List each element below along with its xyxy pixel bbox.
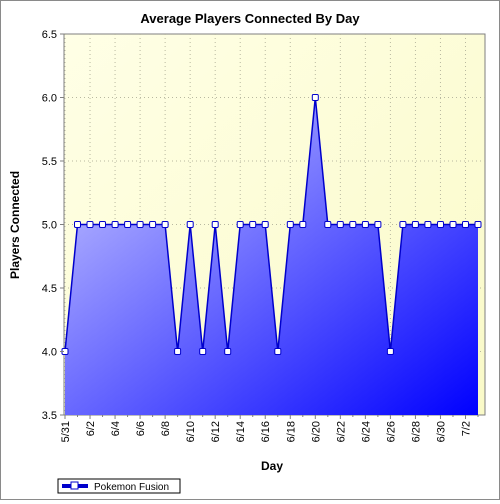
data-point [462, 221, 469, 228]
legend-label: Pokemon Fusion [94, 482, 169, 493]
x-tick-label: 6/18 [285, 421, 297, 442]
x-tick-label: 6/28 [410, 421, 422, 442]
y-tick-label: 5.0 [42, 220, 57, 232]
y-tick-label: 4.5 [42, 283, 57, 295]
x-tick-label: 6/16 [260, 421, 272, 442]
data-point [224, 348, 232, 355]
x-axis: 5/31 6/2 6/4 6/6 6/8 6/10 6/12 6/14 6/16 6/18 6/20… [60, 415, 479, 442]
data-point [399, 221, 407, 228]
y-tick-label: 3.5 [42, 410, 57, 422]
data-point [74, 221, 81, 228]
x-tick-label: 6/12 [210, 421, 222, 442]
legend-marker-icon [70, 481, 79, 490]
data-point [424, 221, 432, 228]
y-tick-label: 4.0 [42, 347, 57, 359]
series-line [64, 97, 478, 352]
data-point [474, 221, 482, 228]
x-tick-label: 6/14 [235, 421, 247, 442]
data-point [136, 221, 144, 228]
data-point [99, 221, 106, 228]
data-point [249, 221, 257, 228]
data-point [111, 221, 119, 228]
x-tick-label: 6/26 [385, 421, 397, 442]
data-point [349, 221, 357, 228]
x-tick-label: 6/24 [360, 421, 372, 442]
data-point [374, 221, 382, 228]
data-point [161, 221, 169, 228]
x-tick-label: 6/4 [110, 421, 122, 436]
data-point [449, 221, 457, 228]
x-tick-label: 5/31 [60, 421, 72, 442]
data-point [149, 221, 157, 228]
data-point [336, 221, 344, 228]
x-tick-label: 6/30 [435, 421, 447, 442]
x-tick-label: 6/6 [135, 421, 147, 436]
data-point [274, 348, 282, 355]
chart-title: Average Players Connected By Day [140, 11, 360, 26]
data-point [124, 221, 132, 228]
x-axis-title: Day [261, 459, 283, 473]
x-tick-label: 6/22 [335, 421, 347, 442]
y-tick-label: 6.5 [42, 29, 57, 41]
y-tick-label: 5.5 [42, 156, 57, 168]
y-axis-title: Players Connected [8, 171, 22, 279]
x-tick-label: 7/2 [460, 421, 472, 436]
legend: Pokemon Fusion [57, 478, 181, 494]
data-point [211, 221, 219, 228]
x-tick-label: 6/2 [85, 421, 97, 436]
data-point [286, 221, 294, 228]
data-point [361, 221, 369, 228]
x-tick-label: 6/10 [185, 421, 197, 442]
area-fill [65, 97, 478, 415]
legend-box [57, 478, 181, 494]
data-point [261, 221, 269, 228]
data-point [299, 221, 307, 228]
y-axis: 3.5 4.0 4.5 5.0 5.5 6.0 6.5 [42, 29, 64, 422]
data-point [411, 221, 419, 228]
data-point [186, 221, 194, 228]
x-tick-label: 6/20 [310, 421, 322, 442]
data-point [199, 348, 207, 355]
y-tick-label: 6.0 [42, 93, 57, 105]
data-point [311, 94, 319, 101]
data-point [437, 221, 444, 228]
data-point [174, 348, 182, 355]
area-series [61, 94, 482, 415]
data-point [86, 221, 94, 228]
data-point [324, 221, 332, 228]
data-point [236, 221, 244, 228]
data-point [386, 348, 394, 355]
x-tick-label: 6/8 [160, 421, 172, 436]
